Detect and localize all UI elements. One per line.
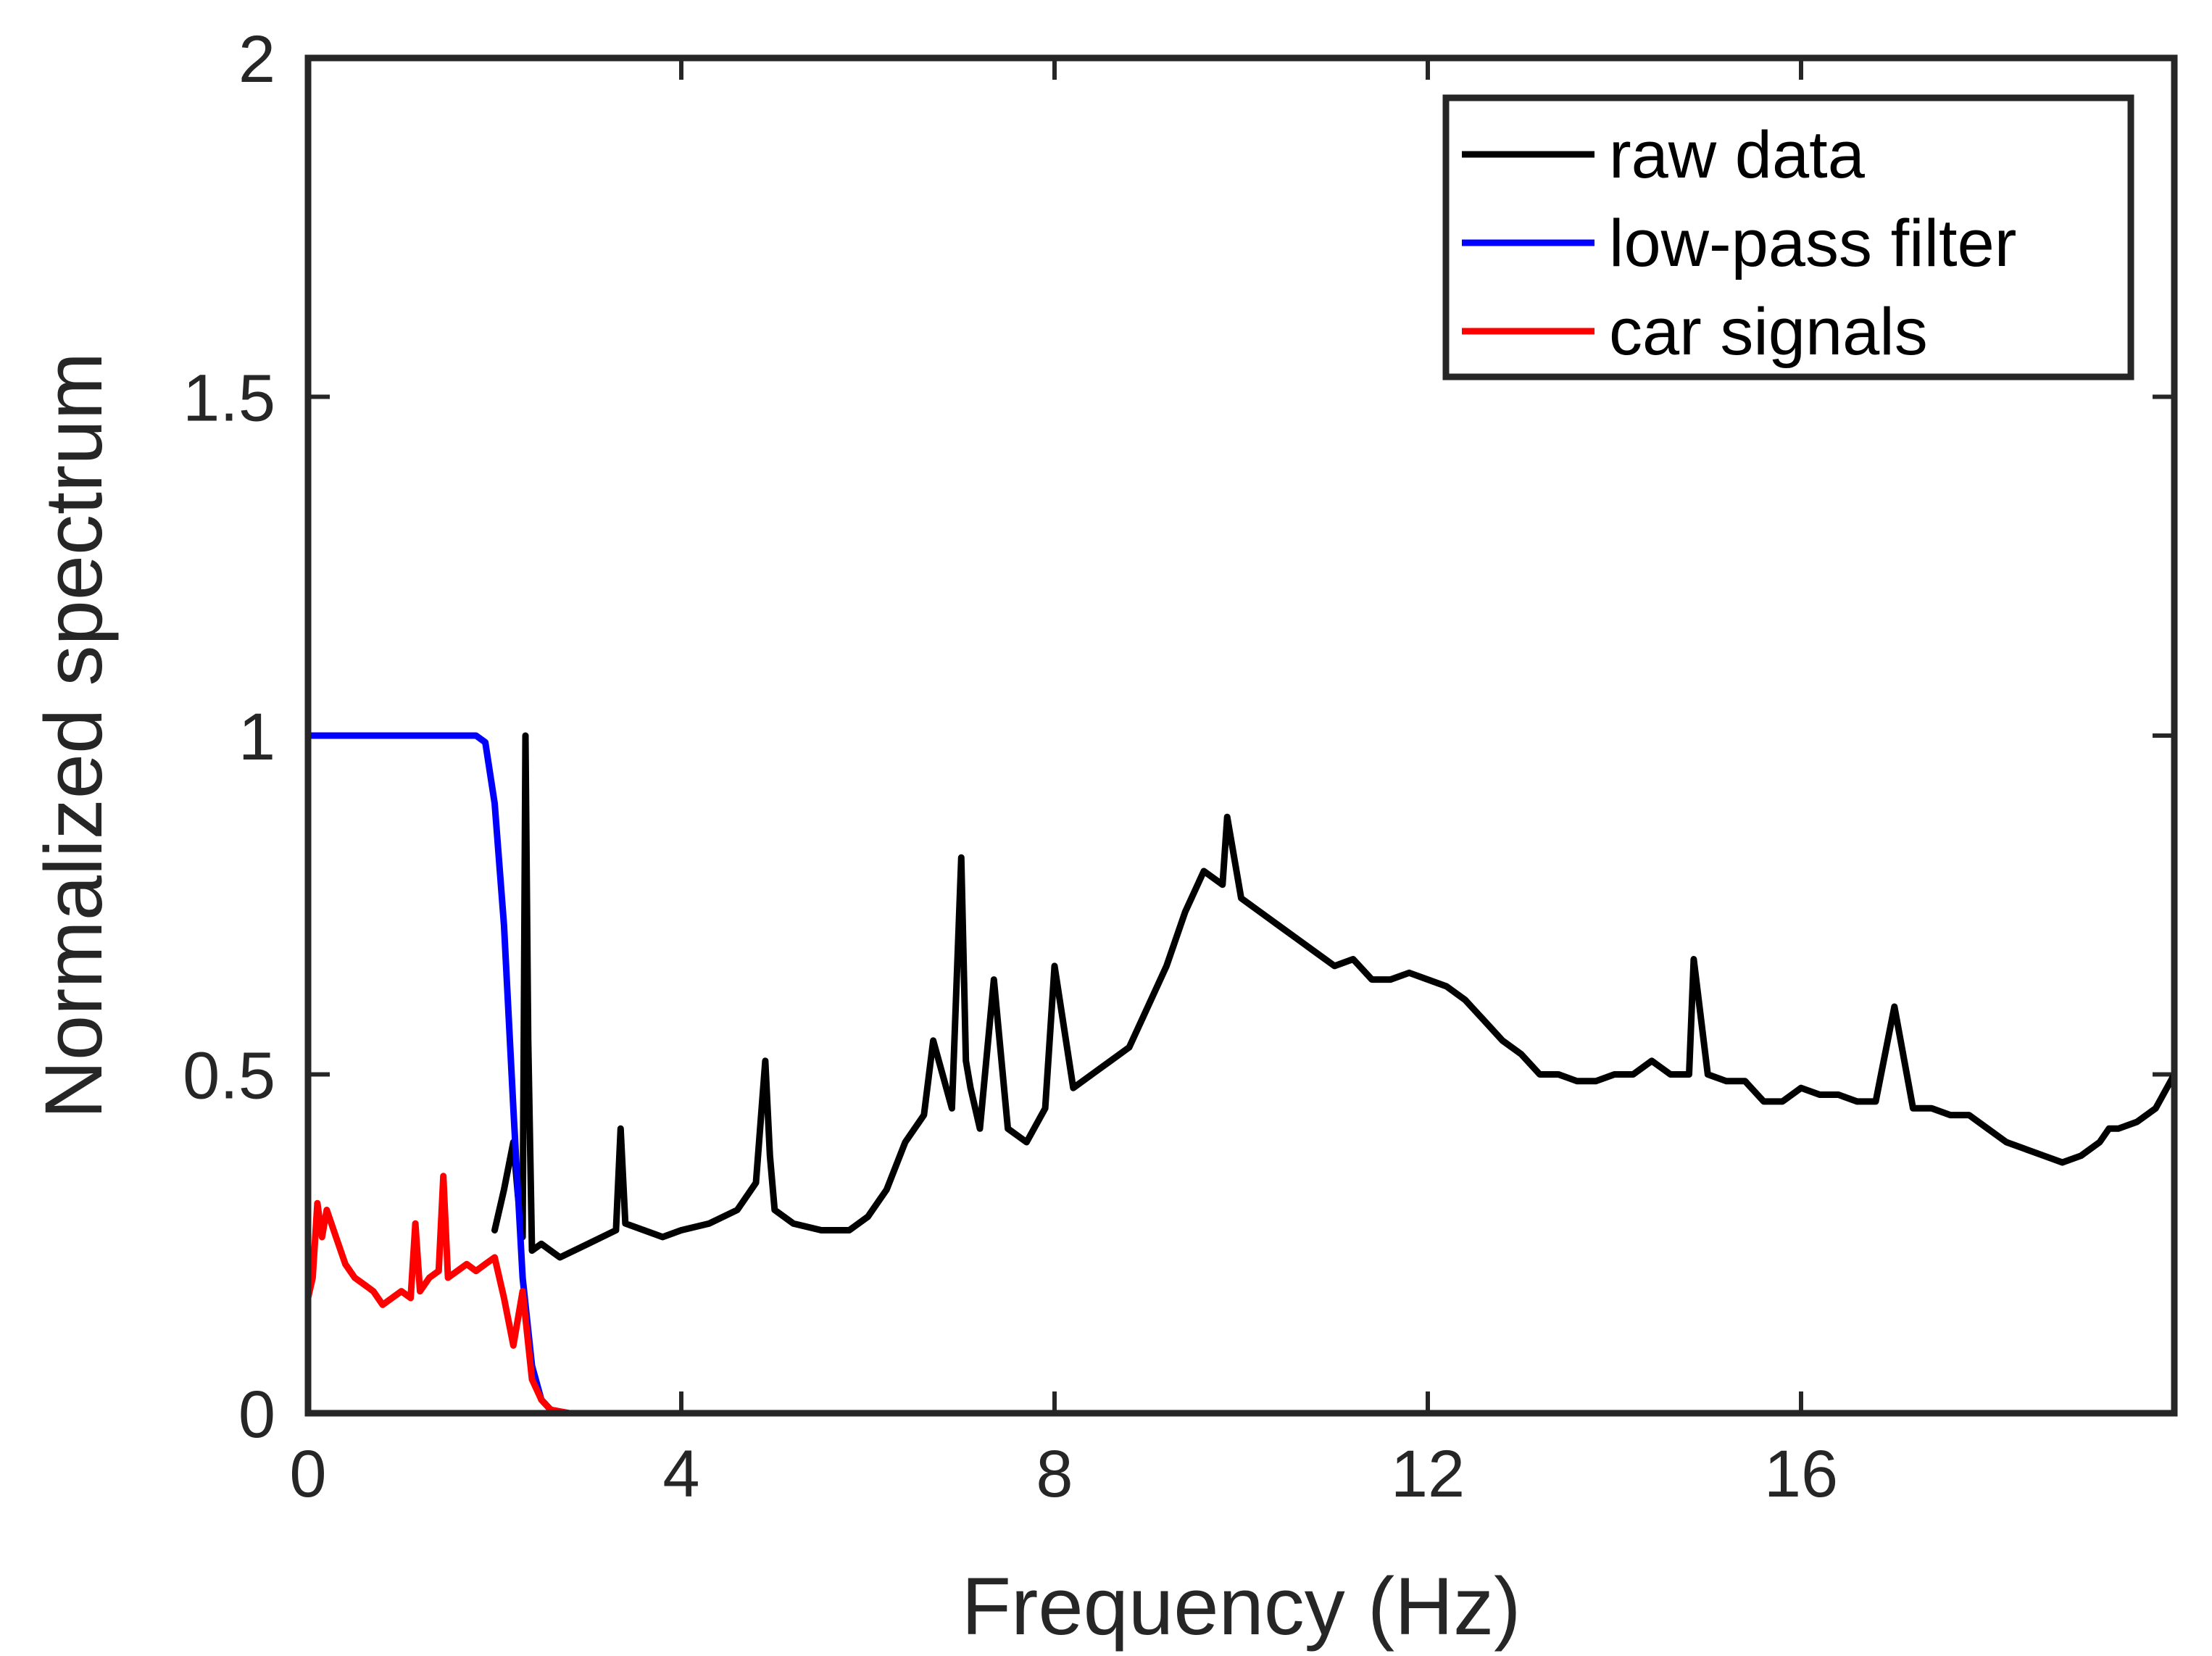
x-tick-label: 8 <box>1036 1437 1073 1511</box>
x-tick-label: 12 <box>1391 1437 1465 1511</box>
y-tick-label: 2 <box>238 22 275 96</box>
y-tick-label: 1 <box>238 700 275 774</box>
series-line-raw-data <box>491 732 2178 1261</box>
series-line-car-signals <box>304 1173 2178 1417</box>
x-tick-label: 16 <box>1764 1437 1838 1511</box>
y-tick-label: 0.5 <box>183 1039 275 1113</box>
legend: raw data low-pass filter car signals <box>1442 94 2134 380</box>
legend-label: car signals <box>1609 295 1928 369</box>
x-tick-label: 4 <box>662 1437 699 1511</box>
y-tick-label: 0 <box>238 1378 275 1452</box>
legend-label: raw data <box>1609 118 1866 192</box>
axes: 0 4 8 12 16 0 0.5 1 1.5 2 <box>183 22 2174 1511</box>
legend-label: low-pass filter <box>1609 207 2016 280</box>
y-tick-label: 1.5 <box>183 362 275 436</box>
x-tick-label: 0 <box>289 1437 326 1511</box>
x-axis-label: Frequency (Hz) <box>962 1561 1521 1652</box>
axes-box <box>304 54 2178 1417</box>
y-axis-label: Normalized spectrum <box>28 352 119 1119</box>
plot-frame <box>304 54 2178 1417</box>
